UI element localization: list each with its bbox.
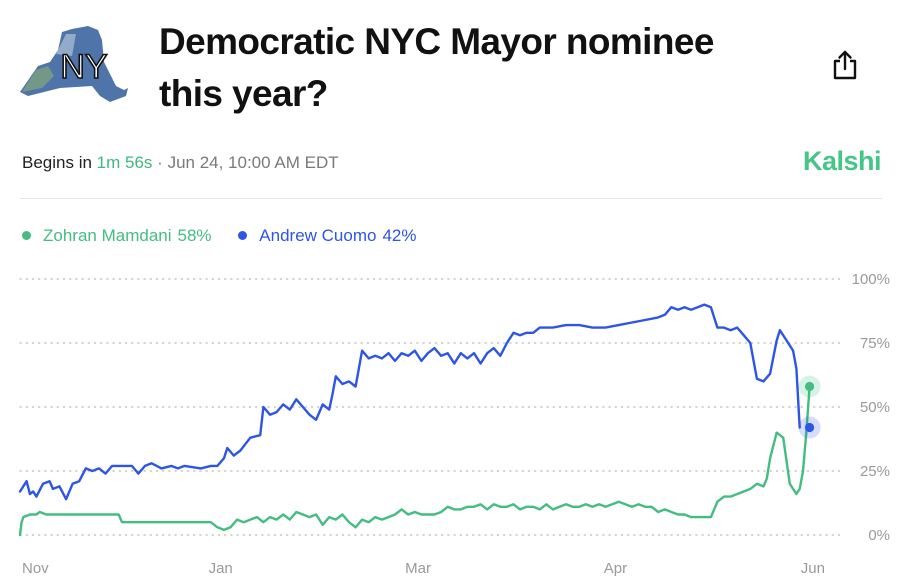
ny-state-logo-icon: NY bbox=[20, 26, 128, 102]
series-line-zohran-mamdani bbox=[18, 385, 811, 537]
legend-pct-cuomo: 42% bbox=[382, 225, 417, 245]
y-tick-label: 75% bbox=[860, 335, 890, 352]
share-icon[interactable] bbox=[832, 50, 858, 80]
y-tick-label: 50% bbox=[860, 399, 890, 416]
y-tick-label: 25% bbox=[860, 463, 890, 480]
begins-label: Begins in bbox=[22, 153, 92, 172]
legend-pct-mamdani: 58% bbox=[177, 225, 212, 245]
x-tick-label: Apr bbox=[604, 560, 627, 577]
separator: · bbox=[157, 153, 163, 172]
logo-text: NY bbox=[60, 48, 107, 86]
legend-name-mamdani: Zohran Mamdani bbox=[43, 225, 172, 245]
end-marker-zohran-mamdani[interactable] bbox=[804, 381, 815, 392]
event-timing: Begins in 1m 56s · Jun 24, 10:00 AM EDT bbox=[22, 152, 339, 174]
x-tick-label: Jun bbox=[801, 560, 825, 577]
kalshi-brand-logo[interactable]: Kalshi bbox=[802, 146, 882, 176]
y-tick-label: 0% bbox=[868, 527, 890, 544]
x-tick-label: Jan bbox=[209, 560, 233, 577]
divider bbox=[20, 198, 882, 199]
legend-dot-cuomo bbox=[238, 231, 248, 240]
series-line-andrew-cuomo bbox=[18, 303, 801, 501]
price-history-chart[interactable]: 0% 25% 50% 75% 100% Nov Jan Mar Apr Jun bbox=[0, 260, 900, 587]
legend-item-mamdani[interactable]: Zohran Mamdani 58% bbox=[22, 225, 212, 247]
legend-item-cuomo[interactable]: Andrew Cuomo 42% bbox=[238, 225, 416, 247]
header: NY Democratic NYC Mayor nominee this yea… bbox=[0, 0, 900, 140]
title-line-1: Democratic NYC Mayor nominee bbox=[159, 21, 714, 62]
y-tick-label: 100% bbox=[852, 271, 890, 288]
end-marker-andrew-cuomo[interactable] bbox=[804, 422, 815, 433]
page-title: Democratic NYC Mayor nominee this year? bbox=[159, 16, 799, 120]
event-date: Jun 24, 10:00 AM EDT bbox=[167, 153, 339, 172]
x-tick-label: Mar bbox=[405, 560, 431, 577]
countdown: 1m 56s bbox=[96, 153, 153, 172]
x-tick-label: Nov bbox=[22, 560, 49, 577]
chart-legend: Zohran Mamdani 58% Andrew Cuomo 42% bbox=[22, 224, 438, 247]
title-line-2: this year? bbox=[159, 73, 328, 114]
legend-dot-mamdani bbox=[22, 231, 31, 240]
legend-name-cuomo: Andrew Cuomo bbox=[259, 225, 377, 245]
